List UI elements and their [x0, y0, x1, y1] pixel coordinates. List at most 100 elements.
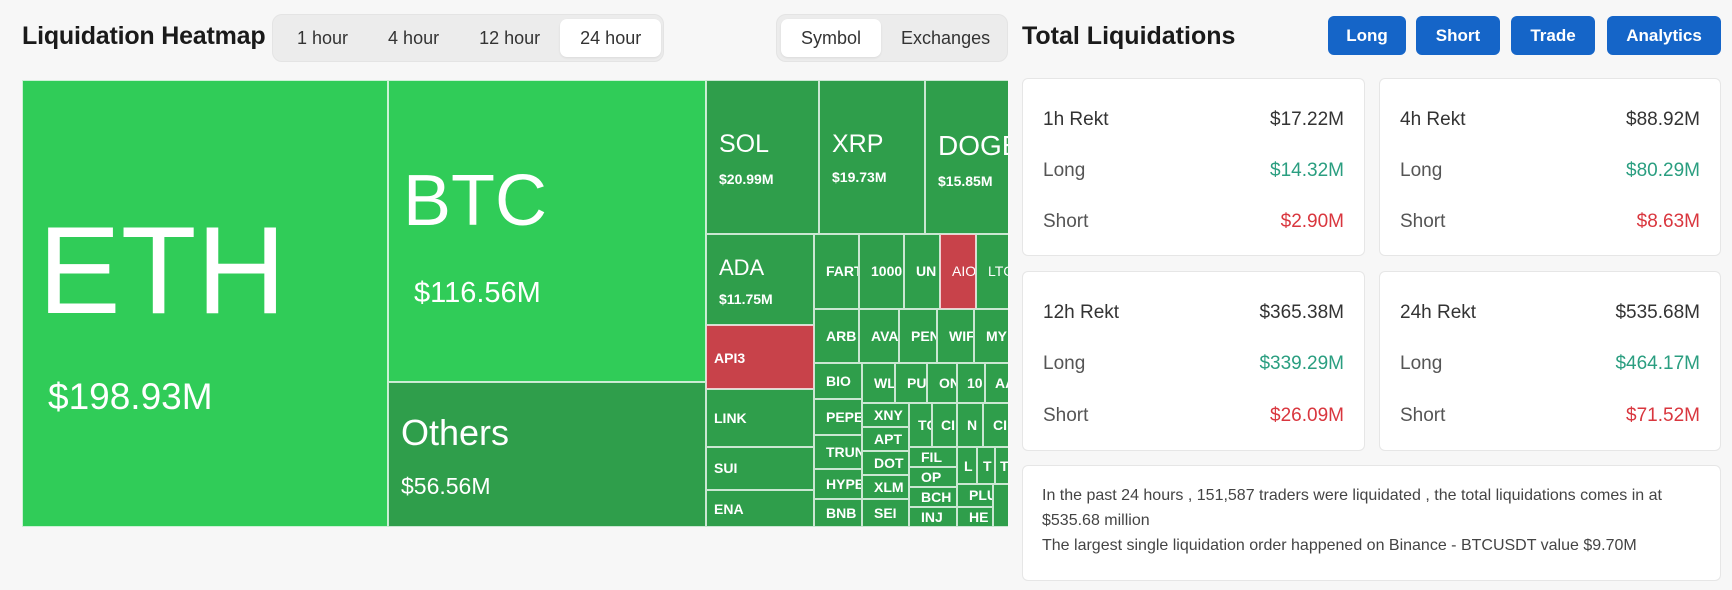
tile-sei[interactable]: SEI [862, 499, 909, 527]
tile-fil[interactable]: FIL [909, 447, 957, 467]
tile-symbol: Others [401, 412, 510, 453]
tile-pepe[interactable]: PEPE [814, 399, 862, 435]
tile-symbol: HE [969, 509, 989, 525]
short-value: $26.09M [1270, 405, 1344, 426]
tile-value: $56.56M [401, 473, 491, 499]
tile-symbol: XLM [874, 479, 904, 495]
tab-symbol[interactable]: Symbol [781, 19, 882, 57]
tile-inj[interactable]: INJ [909, 507, 957, 527]
tile-pu[interactable]: PU [895, 363, 927, 403]
tile-others[interactable]: Others $56.56M [388, 382, 706, 527]
tile-symbol: CI [941, 417, 955, 433]
analytics-button[interactable]: Analytics [1607, 16, 1721, 55]
tab-12-hour[interactable]: 12 hour [479, 28, 541, 48]
tile-ci[interactable]: CI [932, 403, 957, 447]
card-24h-rekt: 24h Rekt $535.68M Long $464.17M Short $71.5… [1379, 271, 1721, 451]
tile-symbol: BCH [921, 489, 952, 505]
tile-he[interactable]: HE [957, 507, 993, 527]
long-label: Long [1400, 353, 1443, 374]
tile-misc[interactable] [993, 484, 1008, 527]
tile-symbol: TRUN [826, 444, 862, 460]
tile-symbol: FART [826, 263, 859, 279]
tile-t-2[interactable]: T [995, 447, 1008, 484]
tile-symbol: FIL [921, 449, 942, 465]
tile-symbol: AA [995, 375, 1008, 391]
tile-wif[interactable]: WIF [937, 309, 974, 363]
tile-plu[interactable]: PLU [957, 484, 993, 507]
tile-symbol: DOGE [938, 130, 1008, 161]
short-button[interactable]: Short [1416, 16, 1500, 55]
tile-hype[interactable]: HYPE [814, 469, 862, 499]
tile-symbol: LINK [714, 410, 747, 426]
tile-fart[interactable]: FART [814, 234, 859, 309]
heatmap-title: Liquidation Heatmap [22, 22, 266, 50]
tile-symbol: PEN [911, 328, 937, 344]
tile-apt[interactable]: APT [862, 427, 909, 451]
tile-sui[interactable]: SUI [706, 447, 814, 490]
tile-xrp[interactable]: XRP $19.73M [819, 80, 925, 234]
tile-symbol: PU [907, 375, 927, 391]
tile-symbol: ARB [826, 328, 857, 344]
tile-wl[interactable]: WL [862, 363, 895, 403]
tile-ena[interactable]: ENA [706, 490, 814, 527]
tab-4-hour[interactable]: 4 hour [388, 28, 440, 48]
tile-value: $19.73M [832, 169, 887, 185]
card-1h-rekt: 1h Rekt $17.22M Long $14.32M Short $2.90M [1022, 78, 1365, 256]
tile-pen[interactable]: PEN [899, 309, 937, 363]
tile-api3[interactable]: API3 [706, 325, 814, 389]
short-value: $2.90M [1280, 211, 1344, 232]
tile-btc[interactable]: BTC $116.56M [388, 80, 706, 382]
tab-1-hour[interactable]: 1 hour [297, 28, 349, 48]
tile-l[interactable]: L [957, 447, 977, 484]
tile-bch[interactable]: BCH [909, 487, 957, 507]
tile-my[interactable]: MY [974, 309, 1008, 363]
tile-symbol: MY [986, 328, 1007, 344]
tile-ada[interactable]: ADA $11.75M [706, 234, 814, 325]
tile-sol[interactable]: SOL $20.99M [706, 80, 819, 234]
tile-symbol: ENA [714, 501, 744, 517]
tile-xny[interactable]: XNY [862, 403, 909, 427]
tile-symbol: HYPE [826, 476, 862, 492]
tile-tc[interactable]: TC [909, 403, 932, 447]
tile-bio[interactable]: BIO [814, 363, 862, 399]
tile-symbol: LTC [988, 263, 1008, 279]
tile-symbol: INJ [921, 509, 943, 525]
tile-10[interactable]: 10 [957, 363, 985, 403]
tile-symbol: DOT [874, 455, 904, 471]
tile-t[interactable]: T [977, 447, 995, 484]
long-button[interactable]: Long [1328, 16, 1406, 55]
trade-button[interactable]: Trade [1511, 16, 1595, 55]
tile-aa[interactable]: AA [985, 363, 1008, 403]
tile-symbol: ETH [38, 202, 286, 340]
tile-symbol: 1000 [871, 263, 903, 279]
tab-24-hour[interactable]: 24 hour [560, 19, 662, 57]
tile-ava[interactable]: AVA [859, 309, 899, 363]
tile-dot[interactable]: DOT [862, 451, 909, 475]
tile-ltc[interactable]: LTC [976, 234, 1008, 309]
tile-on[interactable]: ON [927, 363, 957, 403]
tile-n[interactable]: N [957, 403, 983, 447]
tile-doge[interactable]: DOGE $15.85M [925, 80, 1008, 234]
tile-1000[interactable]: 1000 [859, 234, 904, 309]
tile-symbol: UN [916, 263, 937, 279]
tile-bnb[interactable]: BNB [814, 499, 862, 527]
tile-aio[interactable]: AIO [940, 234, 976, 309]
tile-link[interactable]: LINK [706, 389, 814, 447]
tile-symbol: TC [918, 417, 931, 433]
short-value: $8.63M [1636, 211, 1700, 232]
tile-arb[interactable]: ARB [814, 309, 859, 363]
tile-op[interactable]: OP [909, 467, 957, 487]
tile-symbol: BNB [826, 505, 857, 521]
card-period: 12h Rekt [1043, 302, 1120, 323]
tab-exchanges[interactable]: Exchanges [901, 28, 991, 48]
tile-xlm[interactable]: XLM [862, 475, 909, 499]
tile-trun[interactable]: TRUN [814, 435, 862, 469]
short-label: Short [1043, 211, 1089, 232]
tile-symbol: APT [874, 431, 902, 447]
short-label: Short [1400, 405, 1446, 426]
tile-symbol: AIO [952, 263, 976, 279]
tile-ci-2[interactable]: CI [983, 403, 1008, 447]
tile-un[interactable]: UN [904, 234, 940, 309]
long-value: $339.29M [1259, 353, 1344, 374]
tile-eth[interactable]: ETH $198.93M [22, 80, 388, 527]
